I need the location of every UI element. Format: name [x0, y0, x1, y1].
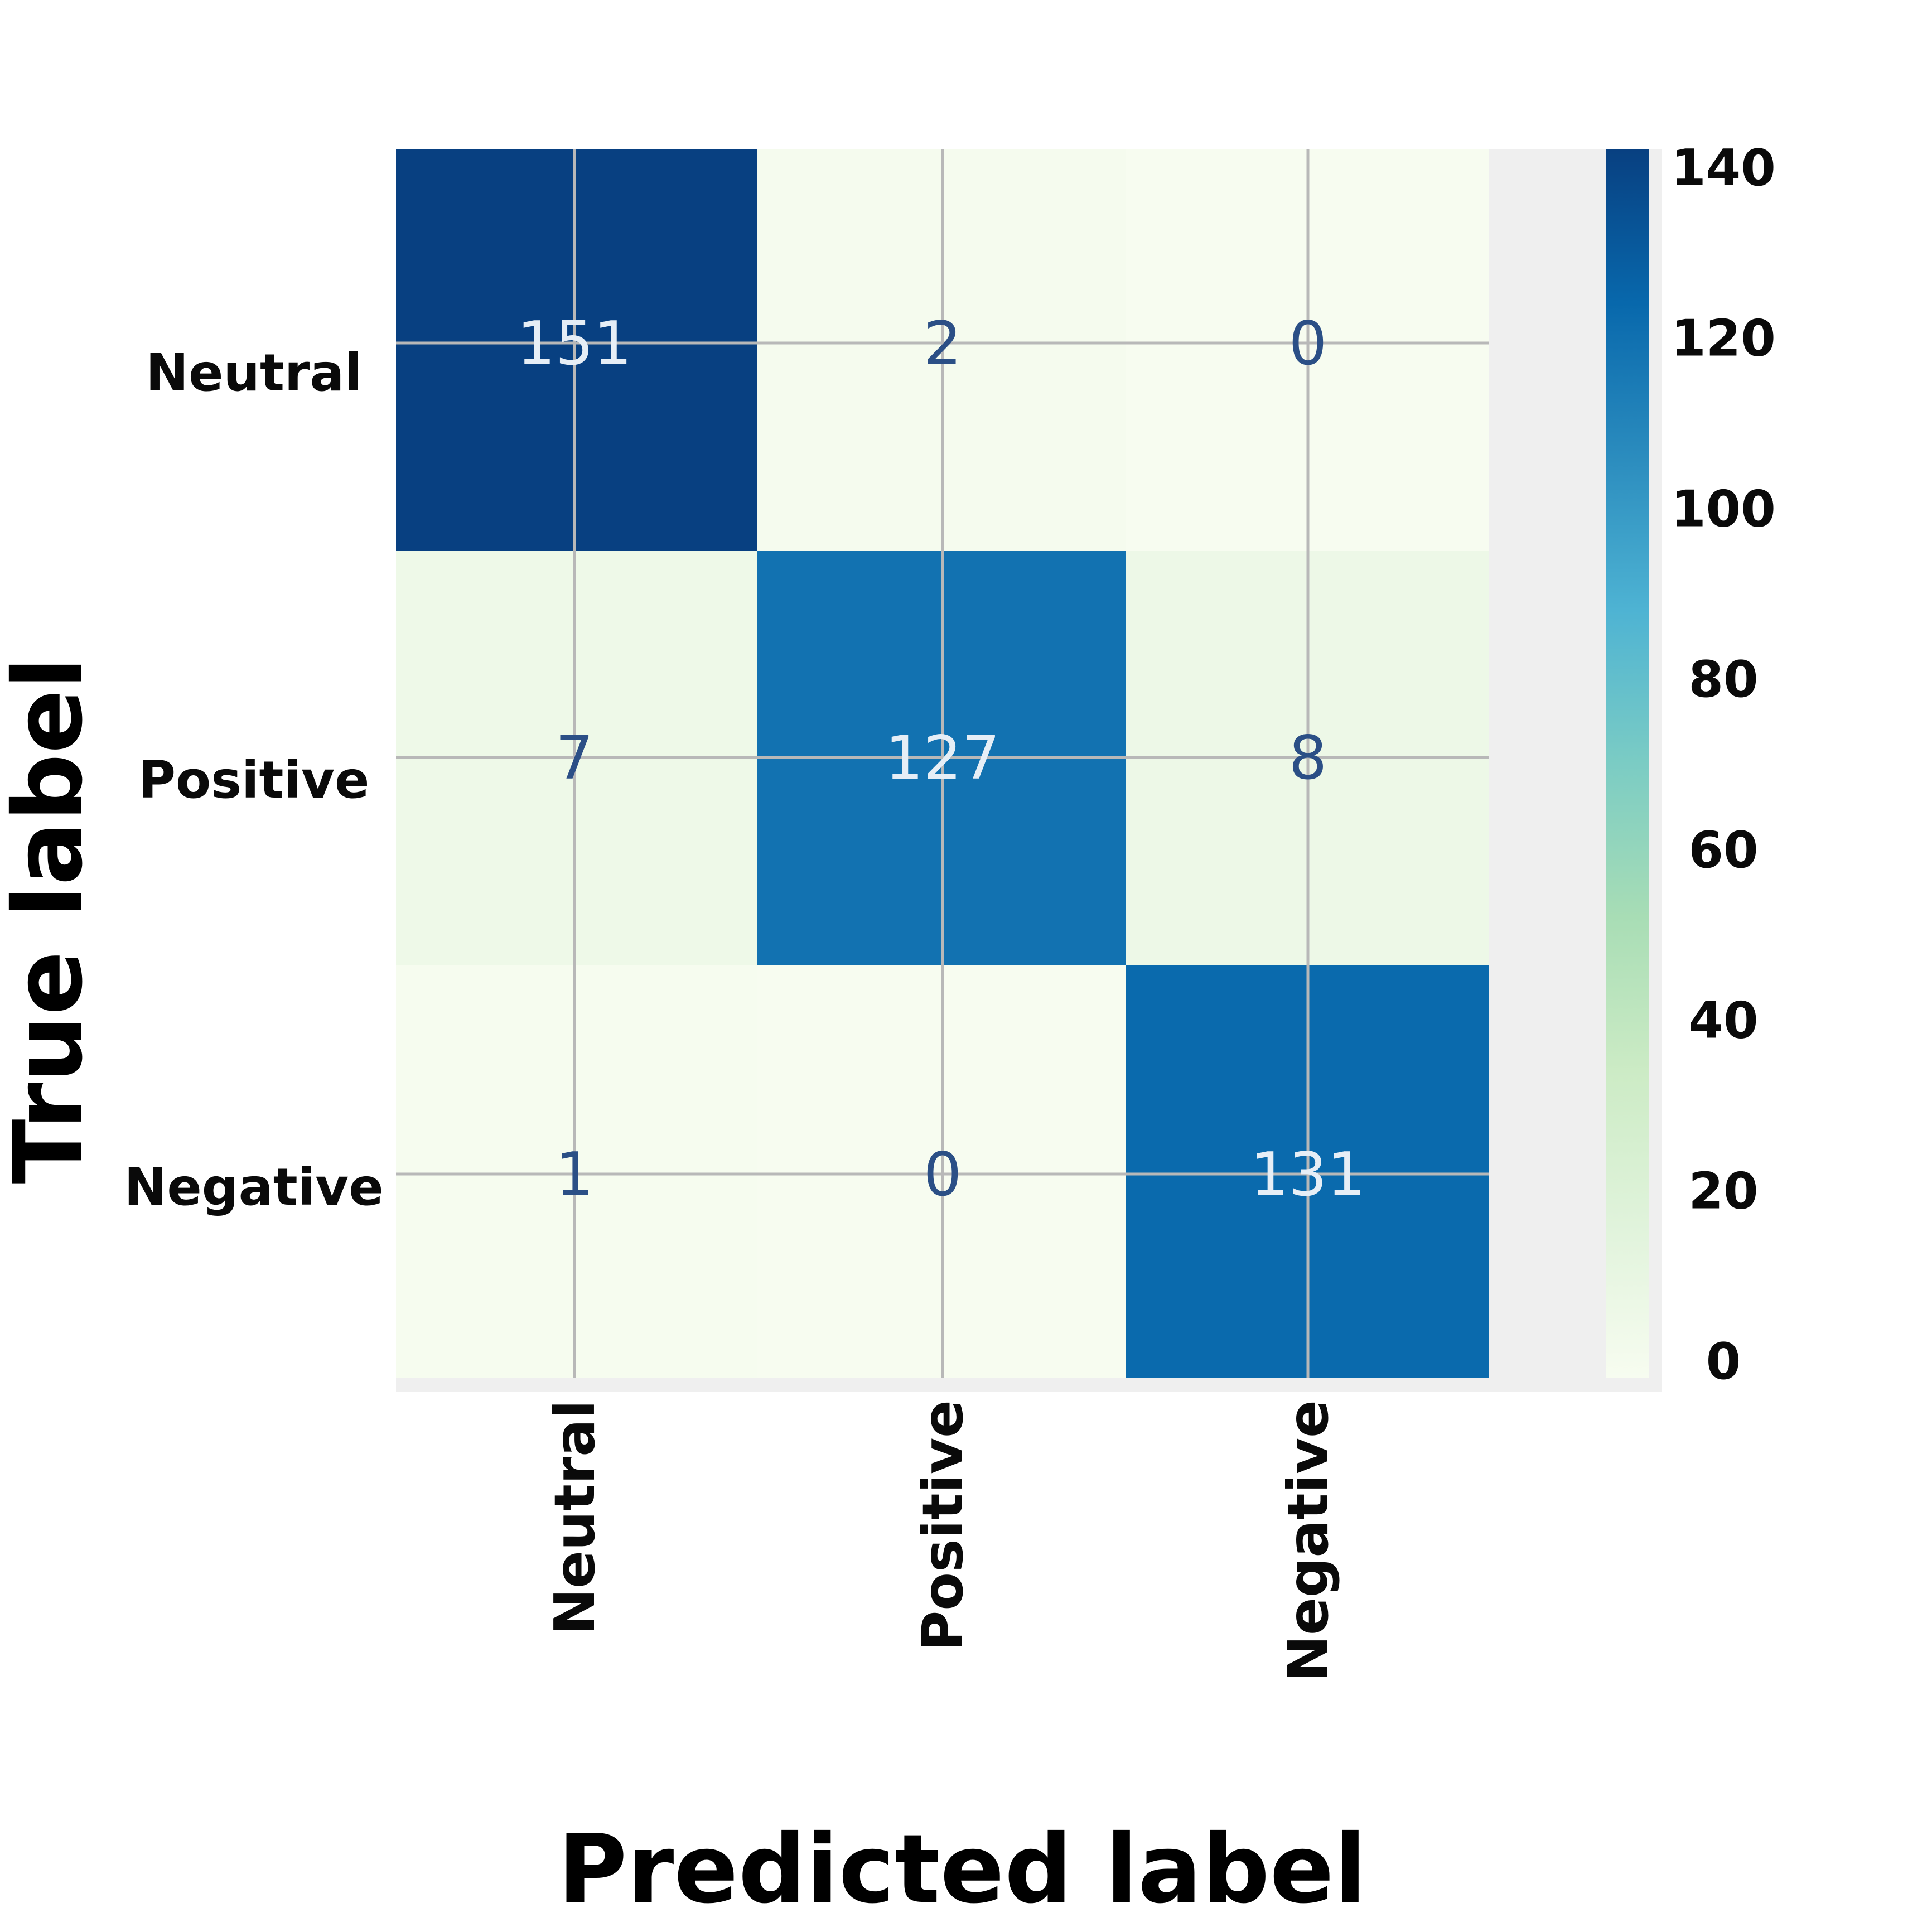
cell-value-label: 2: [924, 309, 962, 379]
grid-lines: [396, 149, 1489, 1378]
y-tick-labels: Neutral Positive Negative: [124, 343, 383, 1217]
x-tick-label-positive: Positive: [910, 1400, 975, 1651]
colorbar-tick-label: 100: [1671, 480, 1776, 538]
cell-value-label: 151: [517, 309, 632, 379]
cell-value-label: 0: [1289, 309, 1327, 379]
heatmap-cell-neutral-neutral: [396, 149, 757, 551]
x-tick-label-negative: Negative: [1276, 1400, 1341, 1682]
cell-value-labels: 151 2 0 7 127 8 1 0 131: [517, 309, 1365, 1210]
colorbar-tick-label: 60: [1688, 821, 1758, 880]
cell-value-label: 7: [556, 723, 594, 793]
cell-value-label: 8: [1289, 723, 1327, 793]
colorbar-tick-label: 120: [1671, 310, 1776, 368]
colorbar-tick-label: 40: [1688, 992, 1758, 1050]
cell-value-label: 0: [924, 1140, 962, 1210]
cell-value-label: 1: [556, 1140, 594, 1210]
colorbar-tick-label: 20: [1688, 1162, 1758, 1220]
y-tick-label-negative: Negative: [124, 1157, 383, 1217]
heatmap-cell-negative-neutral: [396, 965, 757, 1378]
x-tick-label-neutral: Neutral: [542, 1400, 607, 1635]
colorbar-tick-label: 0: [1706, 1332, 1741, 1391]
y-axis-title: True label: [0, 657, 104, 1184]
colorbar-tick-labels: 0 20 40 60 80 100 120 140: [1671, 139, 1776, 1391]
colorbar-tick-label: 140: [1671, 139, 1776, 197]
y-tick-label-positive: Positive: [138, 750, 370, 810]
colorbar-tick-label: 80: [1688, 650, 1758, 709]
cell-value-label: 131: [1250, 1140, 1365, 1210]
y-tick-label-neutral: Neutral: [146, 343, 362, 403]
x-axis-title: Predicted label: [558, 1814, 1366, 1925]
colorbar: [1606, 149, 1649, 1378]
cell-value-label: 127: [885, 723, 1000, 793]
x-tick-labels: Neutral Positive Negative: [542, 1400, 1341, 1682]
